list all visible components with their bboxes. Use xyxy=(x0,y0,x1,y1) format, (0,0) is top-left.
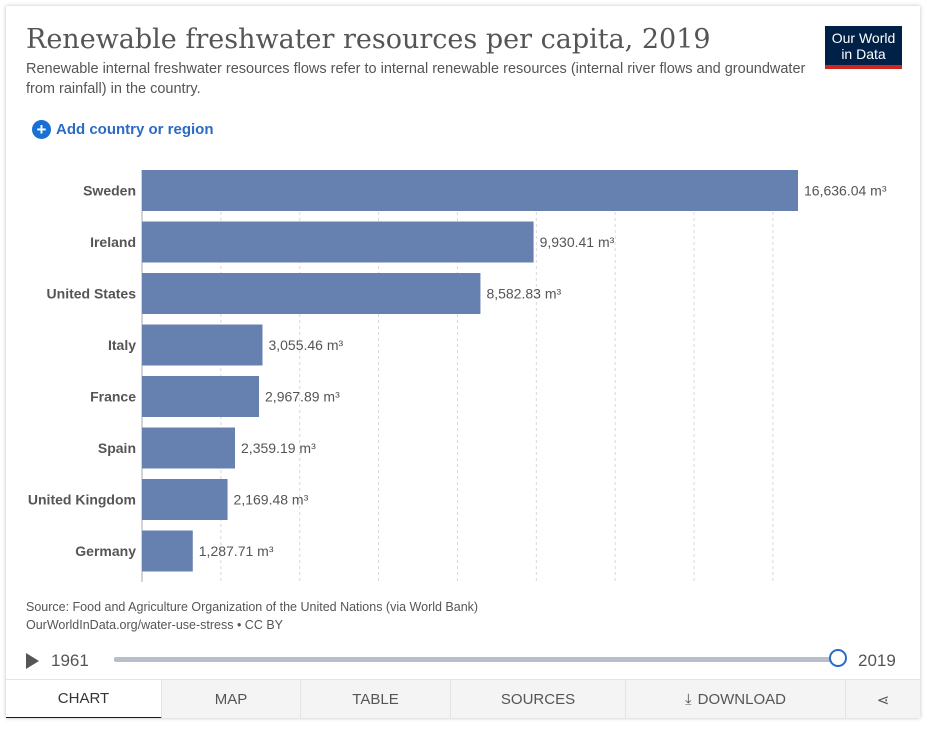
timeline: 1961 2019 xyxy=(6,646,920,674)
tab-map[interactable]: MAP xyxy=(162,680,301,718)
share-icon: ⋖ xyxy=(876,691,890,709)
tab-table-label: TABLE xyxy=(352,691,399,708)
category-label: United Kingdom xyxy=(28,492,136,508)
category-label: Italy xyxy=(108,337,136,353)
chart-frame: Renewable freshwater resources per capit… xyxy=(6,6,920,718)
bar-ireland[interactable] xyxy=(142,221,534,263)
add-country-button[interactable]: + Add country or region xyxy=(32,120,214,139)
plus-circle-icon: + xyxy=(32,120,51,139)
tab-chart[interactable]: CHART xyxy=(6,680,162,718)
tab-download-label: DOWNLOAD xyxy=(697,691,786,708)
chart-source: Source: Food and Agriculture Organizatio… xyxy=(26,598,478,634)
source-url: OurWorldInData.org/water-use-stress • CC… xyxy=(26,618,284,632)
chart-title: Renewable freshwater resources per capit… xyxy=(26,24,711,55)
value-label: 2,359.19 m³ xyxy=(241,440,316,456)
play-icon[interactable] xyxy=(26,653,39,669)
tab-sources[interactable]: SOURCES xyxy=(451,680,626,718)
value-label: 3,055.46 m³ xyxy=(268,337,343,353)
bar-united-kingdom[interactable] xyxy=(142,479,228,520)
tab-bar: CHART MAP TABLE SOURCES ⤓ DOWNLOAD ⋖ xyxy=(6,679,920,718)
bar-united-states[interactable] xyxy=(142,273,481,314)
value-label: 1,287.71 m³ xyxy=(199,543,274,559)
timeline-slider-track[interactable] xyxy=(114,657,839,662)
bar-italy[interactable] xyxy=(142,324,263,366)
download-icon: ⤓ xyxy=(685,691,692,708)
bar-chart: Sweden 16,636.04 m³ Ireland 9,930.41 m³ Unit… xyxy=(28,170,887,582)
timeline-slider-thumb[interactable] xyxy=(829,649,847,667)
chart-subtitle: Renewable internal freshwater resources … xyxy=(26,61,806,97)
tab-share[interactable]: ⋖ xyxy=(846,680,920,718)
value-label: 2,967.89 m³ xyxy=(265,389,340,405)
source-line: Source: Food and Agriculture Organizatio… xyxy=(26,600,479,614)
category-label: Ireland xyxy=(90,234,136,250)
timeline-end-year: 2019 xyxy=(858,651,896,670)
category-label: United States xyxy=(47,286,137,302)
tab-sources-label: SOURCES xyxy=(500,691,576,708)
bar-germany[interactable] xyxy=(142,530,193,572)
value-label: 8,582.83 m³ xyxy=(486,286,561,302)
timeline-start-year: 1961 xyxy=(51,651,89,670)
logo-line-1: Our World xyxy=(831,30,896,46)
category-label: Germany xyxy=(75,543,136,559)
labels: Sweden 16,636.04 m³ Ireland 9,930.41 m³ Unit… xyxy=(28,183,887,560)
bar-france[interactable] xyxy=(142,376,260,417)
add-country-label: Add country or region xyxy=(56,121,214,138)
tab-table[interactable]: TABLE xyxy=(301,680,451,718)
category-label: Spain xyxy=(98,440,136,456)
owid-logo[interactable]: Our World in Data xyxy=(825,26,902,69)
tab-download[interactable]: ⤓ DOWNLOAD xyxy=(626,680,846,718)
tab-chart-label: CHART xyxy=(57,690,110,707)
bar-sweden[interactable] xyxy=(142,170,798,211)
value-label: 9,930.41 m³ xyxy=(540,234,615,250)
logo-line-2: in Data xyxy=(841,46,886,62)
bars xyxy=(142,170,798,572)
value-label: 16,636.04 m³ xyxy=(804,183,887,199)
tab-map-label: MAP xyxy=(214,691,248,708)
bar-spain[interactable] xyxy=(142,427,236,469)
category-label: Sweden xyxy=(83,183,136,199)
category-label: France xyxy=(90,389,136,405)
value-label: 2,169.48 m³ xyxy=(234,492,309,508)
